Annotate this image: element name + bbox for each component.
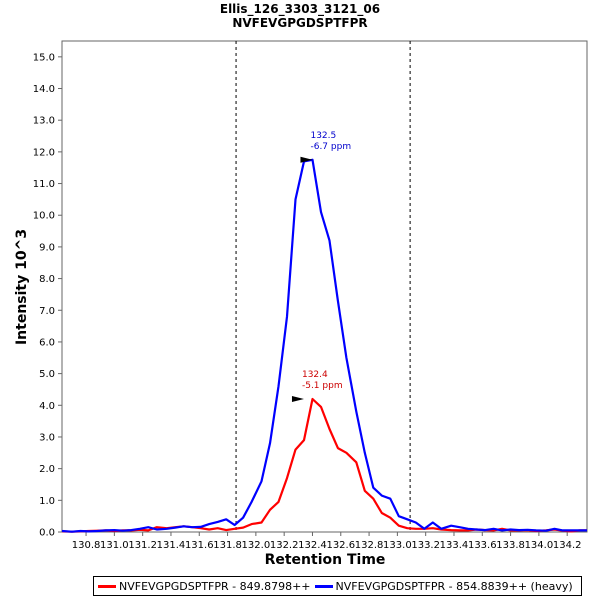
- x-tick-label: 132.0: [242, 540, 271, 551]
- peak-annotations: 132.5-6.7 ppm 132.4-5.1 ppm: [291, 131, 351, 402]
- x-tick-label: 131.4: [157, 540, 186, 551]
- peak-ppm-label: -5.1 ppm: [302, 381, 343, 391]
- y-tick-label: 0.0: [39, 528, 55, 539]
- x-tick-label: 132.8: [355, 540, 384, 551]
- x-tick-label: 131.0: [100, 540, 129, 551]
- y-tick-label: 4.0: [39, 401, 55, 412]
- y-axis-label: Intensity 10^3: [14, 229, 30, 345]
- peak-rt-label: 132.4: [302, 370, 328, 380]
- peak-marker-arrow: [291, 395, 304, 402]
- legend-item-light: NVFEVGPGDSPTFPR - 849.8798++: [98, 580, 311, 593]
- peak-marker-arrow: [300, 156, 313, 163]
- x-axis: 130.8 131.0 131.2 131.4 131.6 131.8 132.0 132.2…: [72, 532, 582, 551]
- y-tick-label: 15.0: [33, 52, 55, 63]
- legend-swatch-red: [98, 584, 116, 588]
- x-tick-label: 132.4: [298, 540, 327, 551]
- y-tick-label: 10.0: [33, 211, 55, 222]
- y-tick-label: 2.0: [39, 464, 55, 475]
- series-lines: [61, 158, 587, 533]
- y-axis: 0.0 1.0 2.0 3.0 4.0 5.0 6.0 7.0 8.0 9.0 10.0 11.0 12…: [33, 52, 62, 539]
- y-tick-label: 13.0: [33, 116, 55, 127]
- x-tick-label: 133.4: [440, 540, 469, 551]
- legend-label-heavy: NVFEVGPGDSPTFPR - 854.8839++ (heavy): [335, 579, 573, 593]
- x-tick-label: 133.2: [411, 540, 440, 551]
- integration-bounds: [235, 41, 411, 532]
- y-tick-label: 3.0: [39, 432, 55, 443]
- y-tick-label: 7.0: [39, 306, 55, 317]
- x-tick-label: 134.0: [525, 540, 554, 551]
- x-tick-label: 133.0: [383, 540, 412, 551]
- x-tick-label: 131.2: [128, 540, 157, 551]
- x-tick-label: 133.6: [468, 540, 497, 551]
- x-tick-label: 131.6: [185, 540, 214, 551]
- legend: NVFEVGPGDSPTFPR - 849.8798++ NVFEVGPGDSP…: [93, 576, 582, 596]
- x-tick-label: 131.8: [213, 540, 242, 551]
- x-tick-label: 134.2: [553, 540, 582, 551]
- x-tick-label: 132.6: [326, 540, 355, 551]
- y-tick-label: 12.0: [33, 147, 55, 158]
- peak-rt-label: 132.5: [310, 131, 336, 141]
- x-tick-label: 130.8: [72, 540, 101, 551]
- y-tick-label: 5.0: [39, 369, 55, 380]
- y-tick-label: 8.0: [39, 274, 55, 285]
- x-tick-label: 133.8: [496, 540, 525, 551]
- chart-title: Ellis_126_3303_3121_06: [220, 2, 380, 17]
- y-tick-label: 6.0: [39, 337, 55, 348]
- y-tick-label: 11.0: [33, 179, 55, 190]
- y-tick-label: 9.0: [39, 242, 55, 253]
- peak-ppm-label: -6.7 ppm: [310, 142, 351, 152]
- legend-swatch-blue: [314, 584, 333, 588]
- y-tick-label: 1.0: [39, 496, 55, 507]
- series-line-heavy: [61, 158, 587, 533]
- legend-label-light: NVFEVGPGDSPTFPR - 849.8798++: [119, 579, 311, 593]
- y-tick-label: 14.0: [33, 84, 55, 95]
- x-axis-label: Retention Time: [265, 552, 386, 568]
- chart-subtitle: NVFEVGPGDSPTFPR: [232, 16, 367, 30]
- x-tick-label: 132.2: [270, 540, 299, 551]
- legend-item-heavy: NVFEVGPGDSPTFPR - 854.8839++ (heavy): [314, 579, 573, 593]
- plot-area: [61, 40, 588, 533]
